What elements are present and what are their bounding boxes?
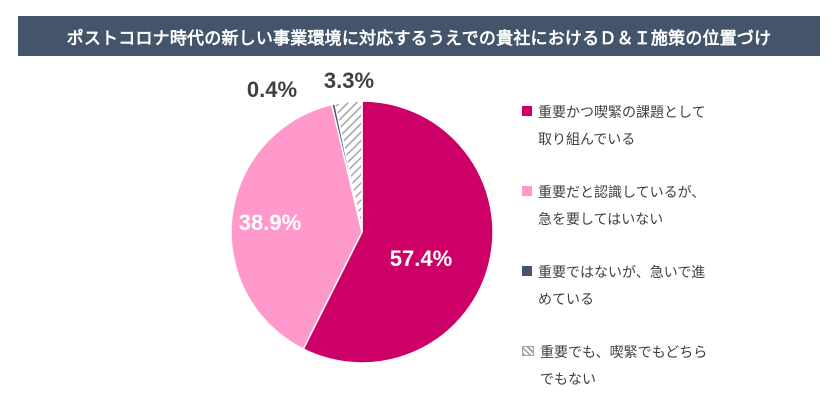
legend-label: 重要だと認識しているが、 急を要してはいない xyxy=(538,185,706,228)
legend-item: 重要でも、喫緊でもどちら でもない xyxy=(522,340,822,394)
legend-label: 重要ではないが、急いで進 めている xyxy=(538,265,706,308)
legend-item: 重要ではないが、急いで進 めている xyxy=(522,260,822,314)
pie-chart: 57.4% 38.9% 0.4% 3.3% xyxy=(230,68,494,364)
slice-value-label: 38.9% xyxy=(239,210,301,235)
pie-slice xyxy=(334,100,363,233)
chart-title: ポストコロナ時代の新しい事業環境に対応するうえでの貴社におけるＤ＆Ｉ施策の位置づ… xyxy=(18,16,820,56)
slice-value-label: 3.3% xyxy=(324,68,374,93)
slice-value-label: 57.4% xyxy=(390,246,452,271)
legend-label: 重要かつ喫緊の課題として 取り組んでいる xyxy=(538,105,706,148)
legend-item: 重要かつ喫緊の課題として 取り組んでいる xyxy=(522,100,822,154)
legend-swatch xyxy=(522,266,532,276)
legend: 重要かつ喫緊の課題として 取り組んでいる 重要だと認識しているが、 急を要しては… xyxy=(522,100,822,420)
legend-swatch xyxy=(522,106,532,116)
legend-label: 重要でも、喫緊でもどちら でもない xyxy=(540,345,708,388)
slice-value-label: 0.4% xyxy=(247,77,297,102)
legend-swatch xyxy=(522,346,534,356)
pie-slice xyxy=(302,100,494,364)
legend-swatch xyxy=(522,186,532,196)
pie-slice xyxy=(230,103,363,351)
legend-item: 重要だと認識しているが、 急を要してはいない xyxy=(522,180,822,234)
